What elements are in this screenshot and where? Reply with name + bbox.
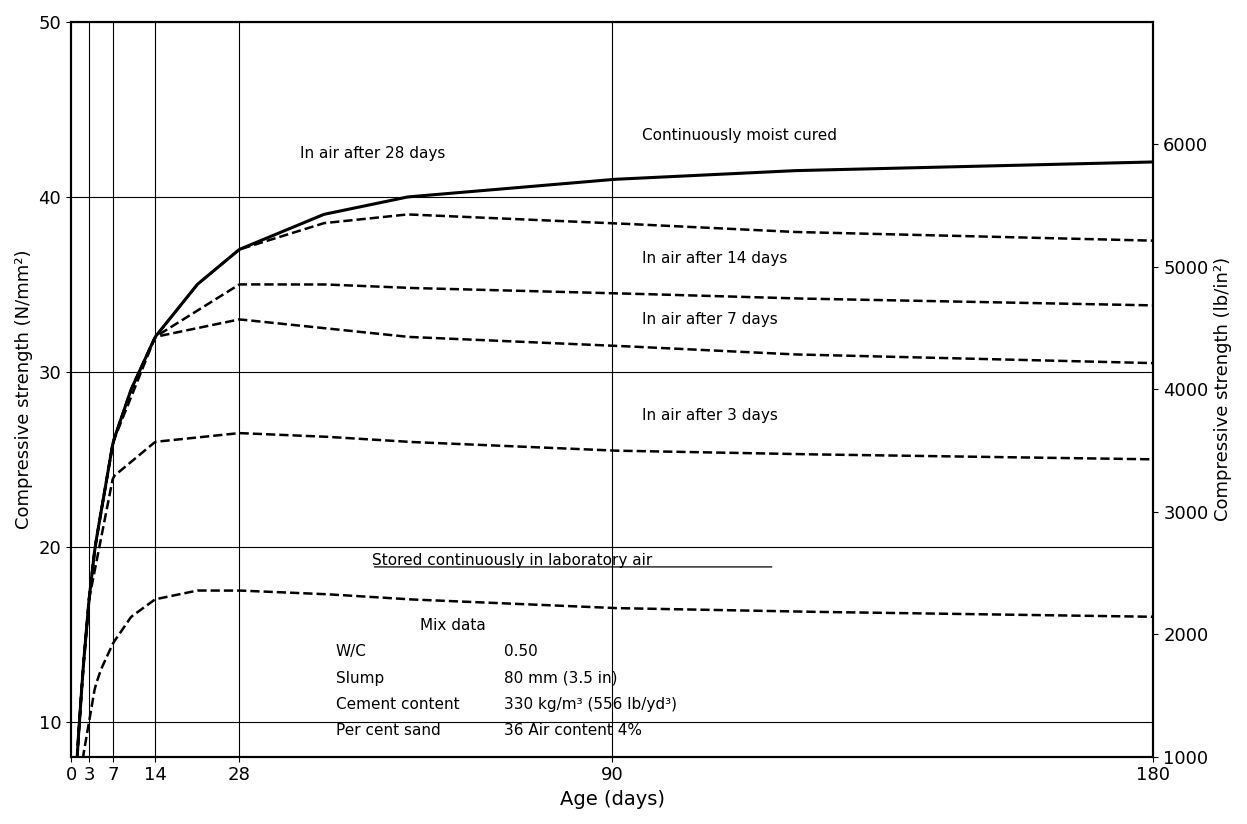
Text: 0.50: 0.50 xyxy=(504,644,537,659)
Text: In air after 3 days: In air after 3 days xyxy=(642,408,778,423)
Text: 80 mm (3.5 in): 80 mm (3.5 in) xyxy=(504,671,617,686)
Text: In air after 7 days: In air after 7 days xyxy=(642,312,778,327)
Y-axis label: Compressive strength (N/mm²): Compressive strength (N/mm²) xyxy=(15,250,32,529)
Y-axis label: Compressive strength (lb/in²): Compressive strength (lb/in²) xyxy=(1215,257,1232,522)
Text: Slump: Slump xyxy=(335,671,384,686)
X-axis label: Age (days): Age (days) xyxy=(560,790,665,809)
Text: Per cent sand: Per cent sand xyxy=(335,723,440,738)
Text: Stored continuously in laboratory air: Stored continuously in laboratory air xyxy=(372,553,652,569)
Text: 330 kg/m³ (556 lb/yd³): 330 kg/m³ (556 lb/yd³) xyxy=(504,697,677,712)
Text: Cement content: Cement content xyxy=(335,697,459,712)
Text: Continuously moist cured: Continuously moist cured xyxy=(642,129,837,143)
Text: 36 Air content 4%: 36 Air content 4% xyxy=(504,723,642,738)
Text: Mix data: Mix data xyxy=(420,618,485,633)
Text: In air after 28 days: In air after 28 days xyxy=(299,146,445,161)
Text: W/C: W/C xyxy=(335,644,367,659)
Text: In air after 14 days: In air after 14 days xyxy=(642,250,788,265)
